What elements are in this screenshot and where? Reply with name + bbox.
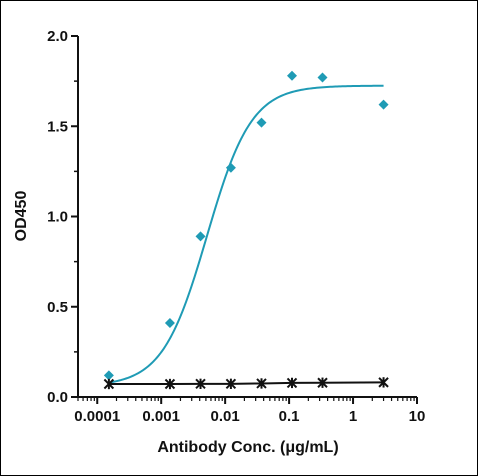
data-point-diamond (164, 317, 175, 328)
y-axis-title: OD450 (13, 191, 30, 242)
data-point-diamond (317, 72, 328, 83)
data-point-star (286, 377, 298, 389)
data-point-diamond (378, 99, 389, 110)
data-point-star (195, 378, 206, 390)
y-tick-label: 0.0 (47, 389, 68, 406)
y-tick-label: 1.5 (47, 118, 68, 135)
data-markers (103, 70, 389, 390)
y-ticks: 0.0 0.5 1.0 1.5 2.0 (47, 28, 78, 406)
x-tick-label: 0.0001 (74, 408, 120, 425)
x-ticks: 0.0001 0.001 0.01 0.1 1 10 (74, 397, 425, 425)
data-point-diamond (225, 162, 236, 173)
y-tick-label: 1.0 (47, 209, 68, 226)
fit-curve-series-2 (108, 381, 384, 385)
x-tick-label: 0.001 (142, 408, 180, 425)
data-point-diamond (256, 117, 267, 128)
data-point-star (225, 378, 237, 390)
x-tick-label: 10 (409, 408, 426, 425)
data-point-star (164, 378, 176, 390)
fit-curves (108, 84, 384, 385)
data-point-star (317, 377, 328, 388)
data-point-star (378, 377, 389, 388)
fit-curve-series-1 (108, 84, 384, 384)
x-axis-title: Antibody Conc. (μg/mL) (157, 439, 338, 456)
data-point-diamond (195, 231, 206, 242)
data-point-diamond (286, 70, 297, 81)
y-tick-label: 2.0 (47, 28, 68, 45)
data-point-diamond (103, 370, 114, 381)
x-tick-label: 1 (349, 408, 357, 425)
data-point-star (256, 378, 267, 389)
x-tick-label: 0.01 (211, 408, 240, 425)
axes: 0.0 0.5 1.0 1.5 2.0 0.0001 0.001 0.01 0.1 1 10 (47, 28, 425, 425)
x-tick-label: 0.1 (279, 408, 300, 425)
y-tick-label: 0.5 (47, 299, 68, 316)
data-point-star (103, 378, 115, 390)
